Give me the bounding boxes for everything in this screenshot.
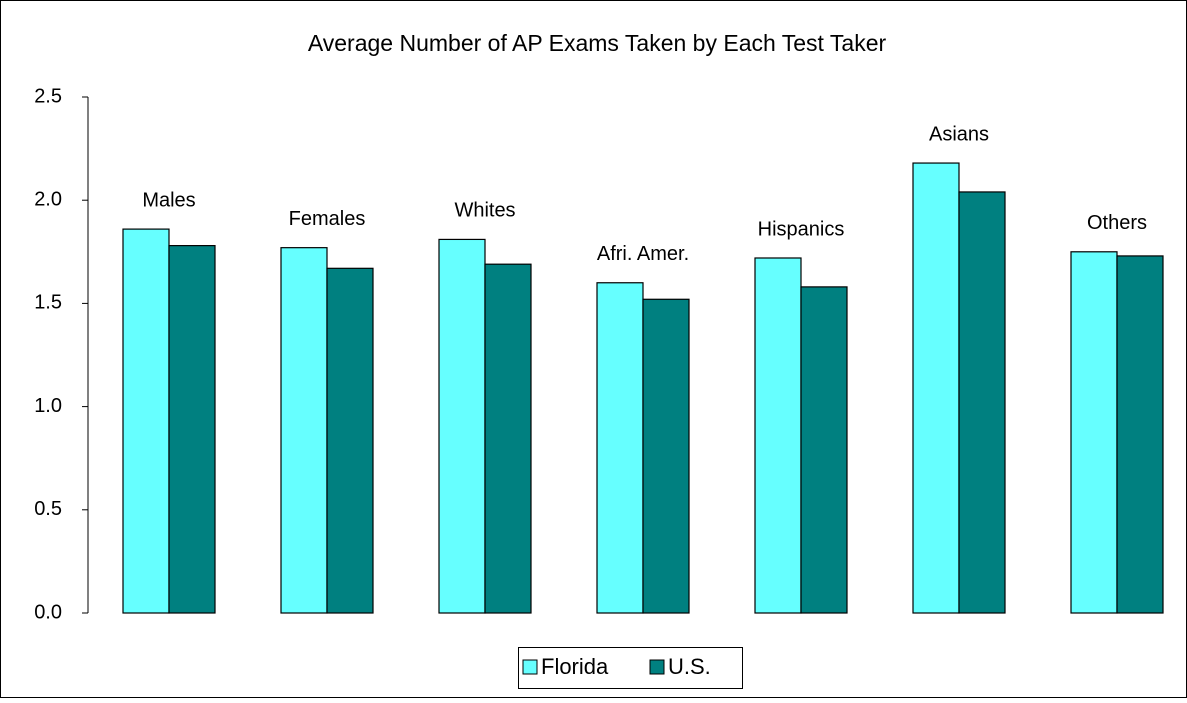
bar bbox=[642, 298, 690, 614]
bar bbox=[1070, 251, 1118, 614]
category-label: Others bbox=[1087, 212, 1147, 234]
bar bbox=[122, 228, 170, 614]
legend-label: Florida bbox=[541, 654, 609, 679]
y-tick-label: 1.0 bbox=[34, 395, 62, 417]
bar bbox=[438, 238, 486, 614]
bar bbox=[484, 263, 532, 614]
category-label: Males bbox=[142, 189, 195, 211]
bar bbox=[800, 286, 848, 614]
category-label: Hispanics bbox=[758, 218, 845, 240]
y-tick-label: 1.5 bbox=[34, 292, 62, 314]
bar bbox=[754, 257, 802, 614]
chart-title: Average Number of AP Exams Taken by Each… bbox=[308, 30, 887, 56]
bar bbox=[958, 191, 1006, 614]
bar bbox=[280, 247, 328, 614]
bar bbox=[596, 282, 644, 614]
bar bbox=[1116, 255, 1164, 614]
bar bbox=[168, 245, 216, 614]
y-tick-label: 0.5 bbox=[34, 498, 62, 520]
bar bbox=[326, 267, 374, 614]
legend-label: U.S. bbox=[668, 654, 711, 679]
legend-box bbox=[518, 647, 743, 689]
category-label: Whites bbox=[454, 200, 515, 222]
category-label: Asians bbox=[929, 123, 989, 145]
y-tick-label: 2.5 bbox=[34, 85, 62, 107]
bar bbox=[912, 162, 960, 614]
y-tick-label: 2.0 bbox=[34, 188, 62, 210]
category-label: Afri. Amer. bbox=[597, 243, 689, 265]
category-label: Females bbox=[289, 208, 366, 230]
legend-swatch bbox=[522, 659, 538, 675]
legend-swatch bbox=[649, 659, 665, 675]
y-tick-label: 0.0 bbox=[34, 601, 62, 623]
